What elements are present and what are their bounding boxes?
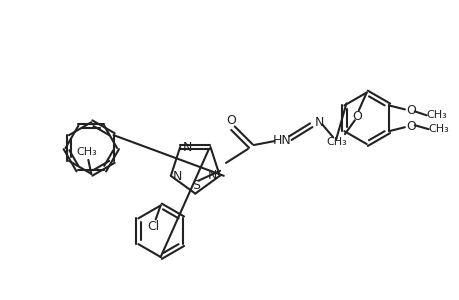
Text: CH₃: CH₃ <box>427 124 448 134</box>
Text: CH₃: CH₃ <box>76 147 96 157</box>
Text: Cl: Cl <box>147 220 159 233</box>
Text: HN: HN <box>273 134 291 147</box>
Text: N: N <box>173 170 182 183</box>
Text: CH₃: CH₃ <box>425 110 446 120</box>
Text: N: N <box>314 116 323 129</box>
Text: O: O <box>351 110 361 123</box>
Text: O: O <box>405 104 415 117</box>
Text: O: O <box>225 114 235 127</box>
Text: CH₃: CH₃ <box>326 137 347 147</box>
Text: S: S <box>192 179 200 192</box>
Text: O: O <box>405 120 415 133</box>
Text: N: N <box>208 169 217 182</box>
Text: N: N <box>182 142 191 154</box>
